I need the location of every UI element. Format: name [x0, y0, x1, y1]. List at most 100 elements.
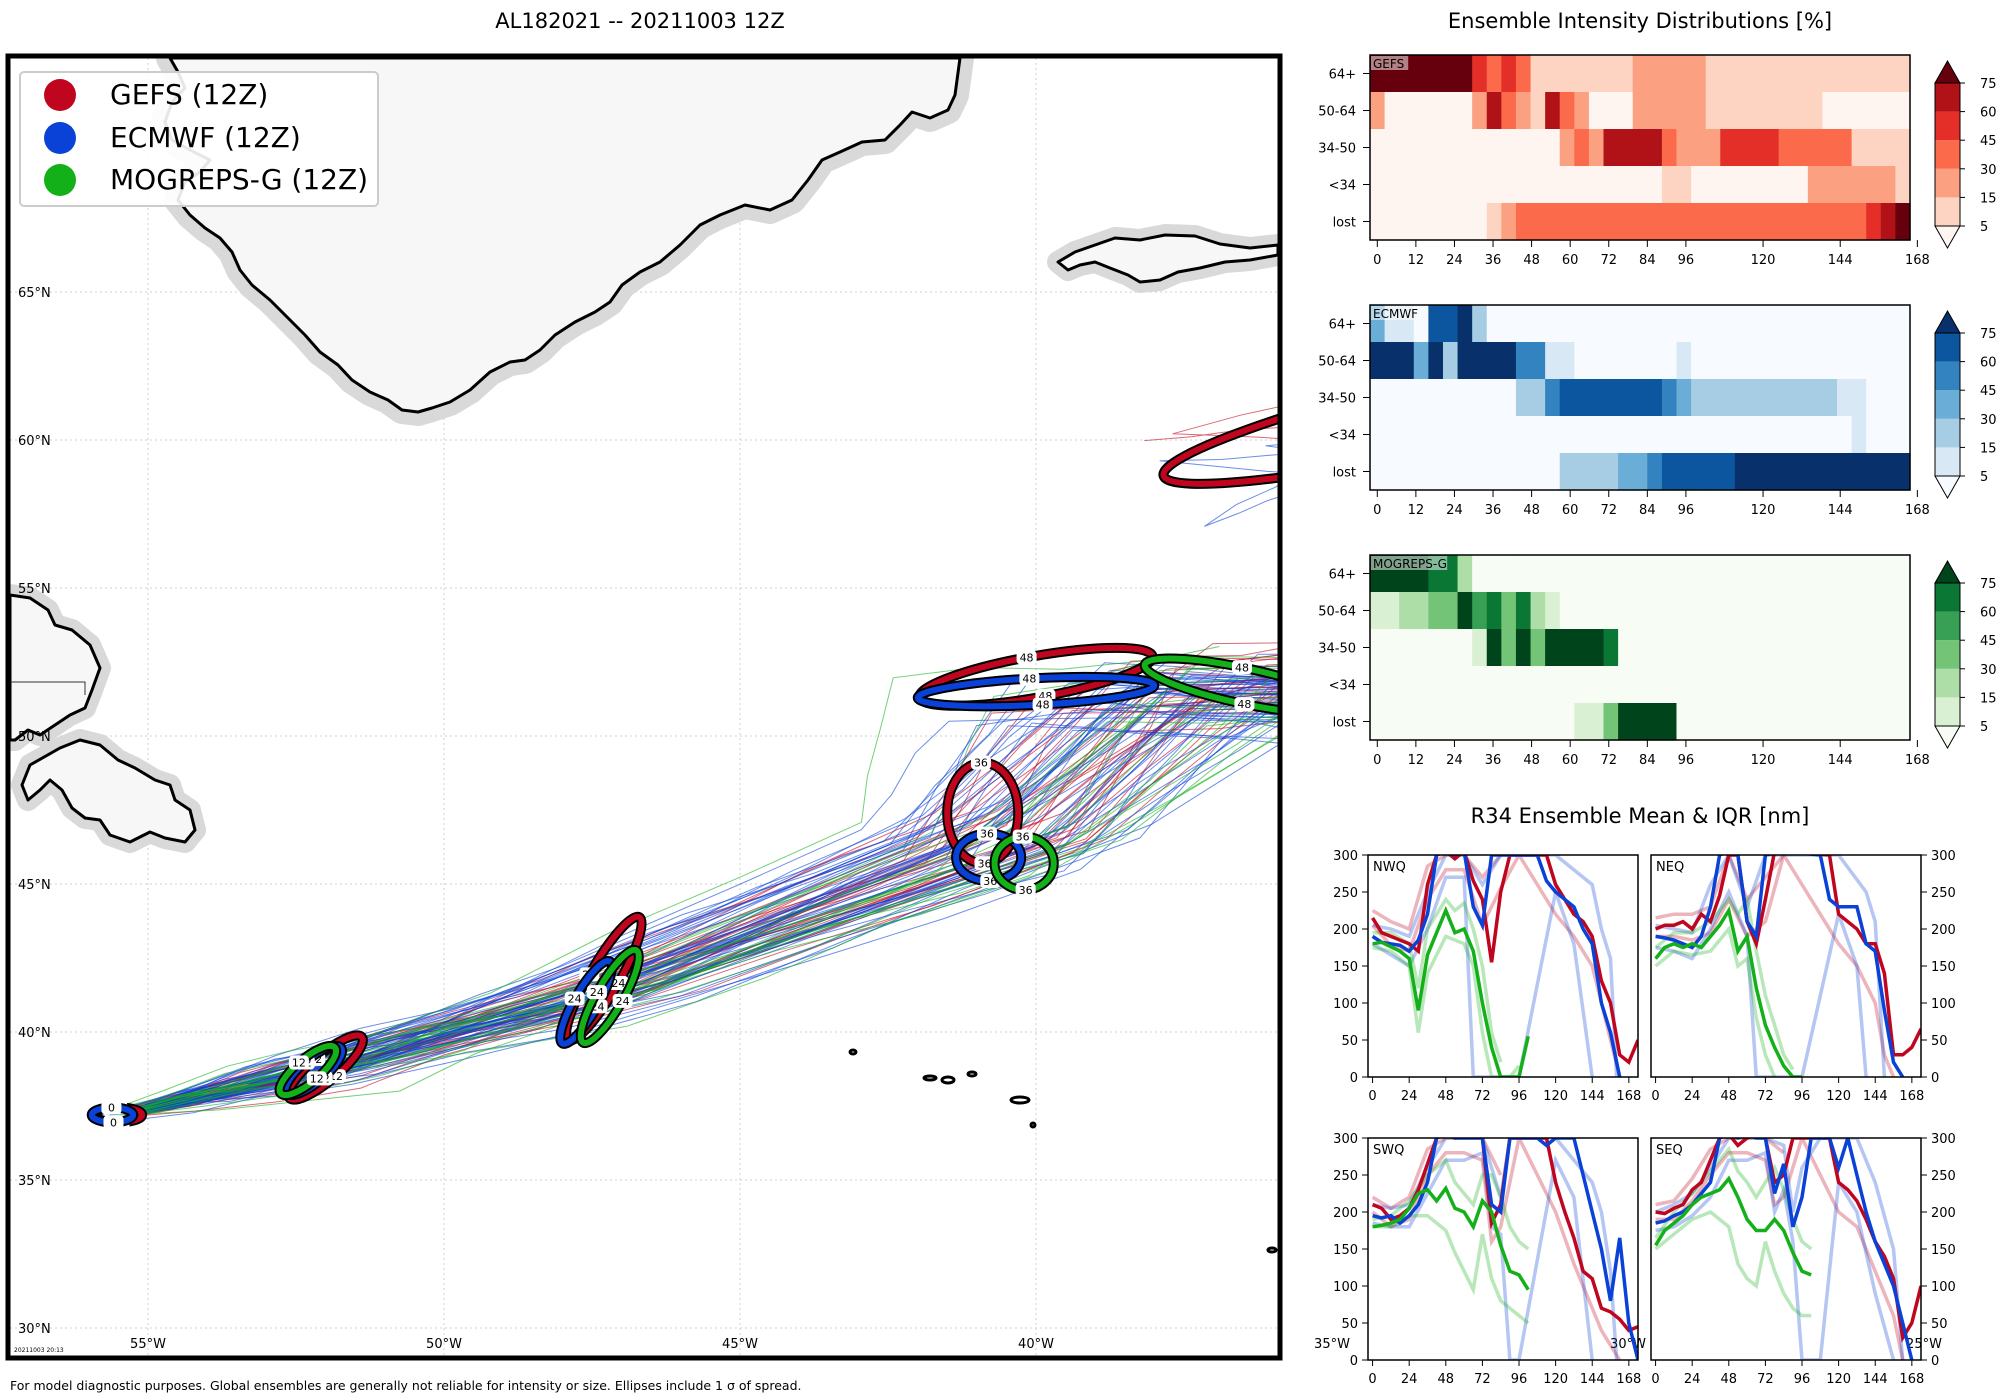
heatmap-cell [1705, 592, 1721, 630]
heatmap-cell [1734, 55, 1751, 93]
colorbar-max-arrow [1934, 559, 1961, 584]
ellipse-hour-label: 24 [616, 995, 630, 1008]
colorbar-tick: 75 [1980, 77, 1997, 92]
heatmap-cell [1574, 166, 1590, 204]
heatmap-cell [1457, 453, 1473, 491]
ellipse-hour-label: 24 [611, 977, 625, 990]
heatmap-cell [1530, 703, 1546, 741]
r34-y-tick: 250 [1333, 886, 1358, 901]
heatmap-cell [1880, 92, 1897, 130]
heatmap-cell [1603, 305, 1619, 343]
colorbar-tick: 45 [1980, 634, 1997, 649]
heatmap-cell [1384, 453, 1400, 491]
heatmap-cell [1837, 555, 1853, 593]
track-mogreps-g [114, 720, 1278, 1118]
track-ecmwf [121, 708, 1278, 1113]
heatmap-cell [1457, 92, 1473, 130]
heatmap-cell [1384, 342, 1400, 380]
heatmap-cell [1603, 629, 1619, 667]
r34-y-tick: 300 [1931, 849, 1956, 864]
heatmap-cell [1866, 55, 1882, 93]
heatmap-x-tick: 48 [1523, 253, 1540, 268]
heatmap-cell [1472, 129, 1488, 167]
heatmap-cell [1632, 305, 1648, 343]
heatmap-row-label: 50-64 [1318, 605, 1356, 620]
ellipse-label-box [970, 755, 991, 770]
heatmap-cell [1880, 305, 1897, 343]
heatmap-cell [1676, 703, 1692, 741]
heatmap-cell [1880, 379, 1897, 417]
heatmap-cell [1691, 342, 1707, 380]
ellipse-hour-label: 48 [1235, 661, 1249, 674]
heatmap-cell [1691, 379, 1707, 417]
heatmap-cell [1574, 129, 1590, 167]
heatmap-cell [1734, 703, 1751, 741]
heatmap-cell [1442, 129, 1459, 167]
heatmap-cell [1705, 55, 1721, 93]
heatmap-cell [1559, 342, 1575, 380]
heatmap-cell [1807, 703, 1824, 741]
heatmap-cell [1807, 416, 1824, 454]
colorbar-min-arrow [1934, 725, 1961, 750]
heatmap-cell [1457, 703, 1473, 741]
heatmap-cell [1691, 703, 1707, 741]
r34-x-tick: 144 [1580, 1089, 1605, 1104]
heatmap-cell [1384, 666, 1400, 704]
heatmap-cell [1807, 666, 1824, 704]
heatmap-cell [1530, 416, 1546, 454]
heatmap-cell [1618, 555, 1634, 593]
r34-y-tick: 50 [1341, 1317, 1358, 1332]
heatmap-cell [1515, 666, 1532, 704]
heatmap-cell [1588, 629, 1605, 667]
heatmap-cell [1764, 129, 1780, 167]
ellipse-gefs-120h: 120120 [1158, 302, 1278, 489]
heatmap-cell [1574, 92, 1590, 130]
heatmap-cell [1778, 305, 1794, 343]
heatmap-x-tick: 24 [1446, 253, 1463, 268]
heatmap-cell [1720, 666, 1736, 704]
ellipse-label-box [101, 1100, 122, 1115]
r34-y-tick: 300 [1931, 1132, 1956, 1147]
heatmap-cell [1530, 592, 1546, 630]
heatmap-cell [1501, 305, 1517, 343]
r34-iqr-high-mogreps-g [1654, 894, 1795, 1071]
heatmap-cell [1588, 703, 1605, 741]
r34-y-tick: 200 [1333, 1206, 1358, 1221]
heatmap-cell [1457, 305, 1473, 343]
heatmap-cell [1457, 342, 1473, 380]
r34-panel-swq: SWQ 0 24 48 72 96 120 144 168 0 50 100 150 200 250 300 [1333, 1132, 1641, 1387]
heatmap-cell [1764, 203, 1780, 241]
heatmap-cell [1676, 129, 1692, 167]
heatmap-cell [1866, 166, 1882, 204]
heatmap-cell [1880, 416, 1897, 454]
r34-x-tick: 24 [1684, 1089, 1701, 1104]
lon-tick-label: 55°W [130, 1337, 166, 1352]
heatmap-cell [1647, 92, 1663, 130]
heatmap-cell [1837, 703, 1853, 741]
heatmap-cell [1632, 203, 1648, 241]
r34-x-tick: 120 [1826, 1372, 1851, 1387]
r34-x-tick: 168 [1899, 1089, 1924, 1104]
heatmap-cell [1647, 416, 1663, 454]
heatmap-cell [1618, 305, 1634, 343]
heatmap-cell [1661, 416, 1678, 454]
heatmap-cell [1574, 453, 1590, 491]
colorbar-frame [1934, 582, 1961, 727]
heatmap-cell [1734, 666, 1751, 704]
heatmap-cell [1442, 666, 1459, 704]
heatmap-cell [1778, 416, 1794, 454]
ellipse-ecmwf-36h: 36 36 [951, 826, 1027, 889]
heatmap-x-tick: 0 [1373, 753, 1381, 768]
heatmap-cell [1837, 129, 1853, 167]
track-ecmwf [107, 669, 1278, 1117]
heatmap-cell [1428, 592, 1444, 630]
ellipse-hour-label: 36 [1016, 831, 1030, 844]
heatmap-cell [1501, 129, 1517, 167]
r34-mean-ecmwf [1655, 1138, 1914, 1360]
heatmap-cell [1851, 305, 1867, 343]
heatmap-cell [1661, 55, 1678, 93]
ellipse-label-box [288, 1055, 309, 1070]
heatmap-cell [1895, 55, 1911, 93]
colorbar-segment [1935, 111, 1960, 141]
